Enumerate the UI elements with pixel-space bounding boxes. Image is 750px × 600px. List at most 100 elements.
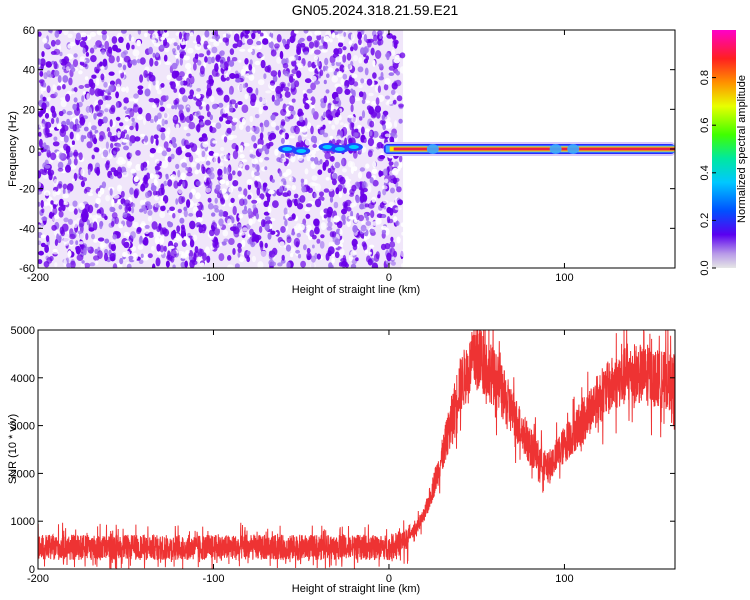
heatmap-cell [358,84,363,89]
heatmap-cell [256,234,262,241]
heatmap-cell [297,154,304,162]
heatmap-cell [219,179,226,185]
heatmap-cell [374,105,382,113]
heatmap-cell [219,116,224,122]
heatmap-cell [66,118,71,126]
heatmap-cell [187,47,194,54]
heatmap-cell [155,257,161,267]
heatmap-cell [108,55,115,64]
heatmap-cell [204,30,210,38]
heatmap-y-tick-label: 60 [23,25,35,37]
heatmap-cell [38,181,42,189]
heatmap-cell [171,174,176,179]
heatmap-cell [344,88,351,95]
heatmap-cell [271,261,276,267]
heatmap-cell [44,112,50,119]
heatmap-cell [167,250,171,260]
heatmap-cell [60,229,66,237]
heatmap-cell [111,36,118,44]
heatmap-cell [359,167,366,172]
heatmap-cell [211,56,215,64]
heatmap-cell [92,221,98,231]
heatmap-cell [284,184,291,189]
heatmap-cell [231,124,236,131]
heatmap-cell [129,135,136,144]
heatmap-cell [331,257,335,264]
heatmap-cell [337,36,345,43]
heatmap-cell [325,252,330,261]
heatmap-cell [358,57,363,64]
heatmap-cell [174,98,180,104]
heatmap-cell [246,179,253,186]
heatmap-cell [142,176,149,184]
heatmap-cell [125,250,131,258]
heatmap-cell [93,113,97,120]
heatmap-cell [105,95,112,101]
heatmap-cell [79,59,87,63]
heatmap-cell [206,255,211,263]
heatmap-cell [373,253,380,262]
heatmap-cell [331,62,335,66]
heatmap-cell [209,172,215,180]
heatmap-cell [163,245,167,252]
heatmap-cell [227,134,234,141]
heatmap-cell [325,177,330,181]
heatmap-cell [246,86,253,94]
heatmap-cell [41,51,45,58]
heatmap-cell [259,157,263,163]
heatmap-cell [267,232,272,240]
heatmap-cell [263,200,270,207]
heatmap-cell [368,185,372,193]
heatmap-cell [134,136,141,142]
heatmap-cell [288,105,295,112]
heatmap-cell [283,86,290,92]
heatmap-cell [66,183,74,192]
heatmap-cell [185,62,192,70]
heatmap-cell [304,207,311,212]
heatmap-cell [398,103,404,108]
heatmap-cell [357,31,362,40]
heatmap-cell [113,194,120,199]
heatmap-cell [267,64,272,73]
heatmap-cell [119,257,124,265]
heatmap-cell [98,135,104,142]
heatmap-cell [160,132,166,141]
heatmap-cell [320,222,327,231]
heatmap-cell [177,104,184,111]
heatmap-cell [328,241,333,248]
heatmap-cell [346,182,351,188]
heatmap-cell [219,63,225,69]
heatmap-cell [213,152,220,157]
heatmap-cell [38,240,42,246]
heatmap-cell [39,70,44,77]
heatmap-cell [137,30,142,35]
heatmap-cell [49,30,53,34]
heatmap-cell [266,193,271,203]
heatmap-cell [133,93,139,99]
heatmap-cell [333,215,340,223]
snr-x-tick-label: 0 [386,573,392,585]
heatmap-cell [136,226,142,233]
heatmap-cell [222,211,229,217]
heatmap-cell [355,195,360,204]
heatmap-cell [352,225,358,233]
heatmap-cell [50,152,57,161]
heatmap-cell [333,201,339,209]
heatmap-cell [365,163,370,169]
heatmap-cell [232,226,240,235]
heatmap-cell [284,43,290,50]
colorbar-tick-label: 0.0 [699,260,711,275]
heatmap-cell [186,172,193,177]
heatmap-cell [277,262,283,267]
heatmap-cell [79,175,84,181]
heatmap-cell [367,137,374,147]
heatmap-cell [204,119,212,126]
heatmap-cell [62,193,69,199]
heatmap-cell [97,237,105,242]
snr-y-tick-label: 3000 [11,421,35,433]
heatmap-cell [381,114,385,121]
heatmap-cell [300,260,306,268]
heatmap-cell [331,32,336,39]
heatmap-cell [378,63,384,68]
heatmap-cell [58,152,64,160]
